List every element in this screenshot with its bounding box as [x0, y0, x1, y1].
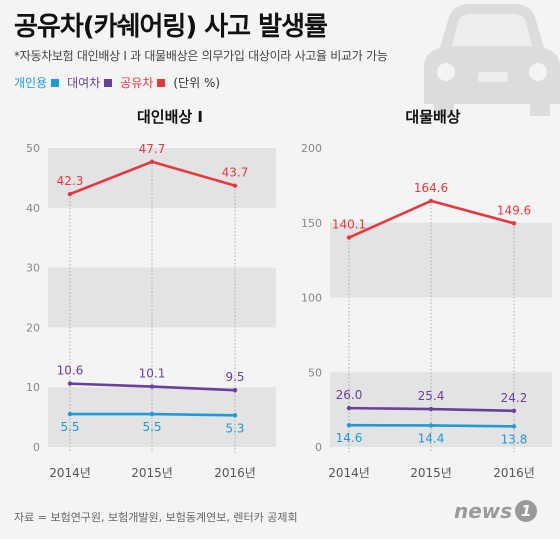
data-label-bi-0: 47.7: [139, 142, 166, 156]
grid-band-pd: [330, 222, 552, 298]
source-note: 자료 = 보험연구원, 보험개발원, 보험동계연보, 렌터카 공제회: [14, 511, 298, 524]
data-label-bi-2: 5.5: [60, 420, 79, 434]
data-point-pd-2: [428, 423, 434, 428]
data-label-bi-1: 9.5: [225, 370, 244, 384]
x-tick-label-bi: 2015년: [131, 466, 173, 480]
legend-swatch-rental: [104, 78, 113, 87]
data-label-bi-1: 10.6: [57, 364, 84, 378]
data-label-pd-1: 24.2: [501, 391, 528, 405]
data-point-bi-2: [67, 411, 73, 417]
y-tick-label-bi: 30: [26, 262, 40, 275]
chart-title-bodily-injury: 대인배상 Ⅰ: [136, 108, 203, 126]
legend-label-personal: 개인용: [14, 76, 48, 90]
data-point-pd-2: [511, 424, 517, 429]
legend-swatch-personal: [51, 78, 60, 87]
x-tick-label-bi: 2014년: [49, 466, 91, 480]
data-point-pd-0: [346, 235, 352, 240]
car-icon: [424, 4, 560, 116]
data-point-bi-0: [232, 183, 238, 188]
page-subtitle: *자동차보험 대인배상 Ⅰ 과 대물배상은 의무가입 대상이라 사고율 비교가 …: [14, 49, 388, 63]
data-point-bi-2: [149, 411, 155, 417]
legend-label-rental: 대여차: [67, 76, 101, 90]
data-label-pd-2: 14.6: [336, 431, 363, 445]
y-tick-label-bi: 0: [33, 441, 40, 454]
y-tick-label-bi: 10: [26, 381, 40, 394]
legend-item-rental: 대여차: [67, 74, 113, 91]
data-label-pd-1: 25.4: [418, 389, 445, 403]
x-tick-label-pd: 2014년: [328, 466, 370, 480]
legend-swatch-shared: [157, 78, 166, 87]
data-label-bi-1: 10.1: [139, 367, 166, 381]
data-label-bi-0: 42.3: [57, 174, 84, 188]
data-point-pd-1: [428, 406, 434, 412]
data-label-bi-2: 5.5: [142, 420, 161, 434]
data-point-bi-0: [149, 159, 155, 164]
page-title: 공유차(카쉐어링) 사고 발생률: [14, 12, 328, 42]
data-point-pd-1: [511, 408, 517, 414]
legend-unit: (단위 %): [173, 76, 221, 90]
y-tick-label-pd: 200: [301, 142, 322, 155]
x-tick-label-pd: 2015년: [410, 466, 452, 480]
data-label-pd-0: 149.6: [497, 203, 531, 217]
legend: 개인용 대여차 공유차 (단위 %): [14, 74, 220, 91]
data-point-bi-1: [232, 387, 238, 393]
legend-label-shared: 공유차: [120, 76, 154, 90]
y-tick-label-pd: 0: [315, 441, 322, 454]
data-point-pd-1: [346, 405, 352, 411]
data-label-pd-2: 13.8: [501, 432, 528, 446]
legend-item-shared: 공유차: [120, 74, 166, 91]
data-point-bi-1: [149, 384, 155, 389]
x-tick-label-pd: 2016년: [493, 466, 535, 480]
news1-logo: news 1: [454, 499, 538, 523]
y-tick-label-pd: 100: [301, 292, 322, 305]
data-point-bi-2: [232, 413, 238, 418]
y-tick-label-bi: 50: [26, 142, 40, 155]
legend-item-personal: 개인용: [14, 74, 60, 91]
y-tick-label-pd: 150: [301, 217, 322, 230]
grid-band-bi: [48, 148, 276, 208]
y-tick-label-bi: 20: [26, 321, 40, 334]
grid-band-bi: [48, 387, 276, 447]
logo-text: news: [454, 499, 513, 523]
data-point-bi-1: [67, 381, 73, 386]
data-point-pd-2: [346, 422, 352, 428]
data-label-pd-1: 26.0: [336, 388, 363, 402]
data-point-pd-0: [428, 198, 434, 204]
y-tick-label-bi: 40: [26, 202, 40, 215]
data-label-bi-0: 43.7: [222, 166, 249, 180]
data-point-bi-0: [67, 191, 73, 197]
grid-band-bi: [48, 267, 276, 328]
data-label-pd-2: 14.4: [418, 431, 445, 445]
data-point-pd-0: [511, 221, 517, 226]
chart-title-property-damage: 대물배상: [405, 108, 461, 126]
logo-number: 1: [515, 500, 538, 522]
data-label-pd-0: 140.1: [332, 218, 366, 232]
data-label-pd-0: 164.6: [414, 181, 448, 195]
x-tick-label-bi: 2016년: [214, 466, 256, 480]
data-label-bi-2: 5.3: [225, 421, 244, 435]
y-tick-label-pd: 50: [308, 366, 322, 379]
